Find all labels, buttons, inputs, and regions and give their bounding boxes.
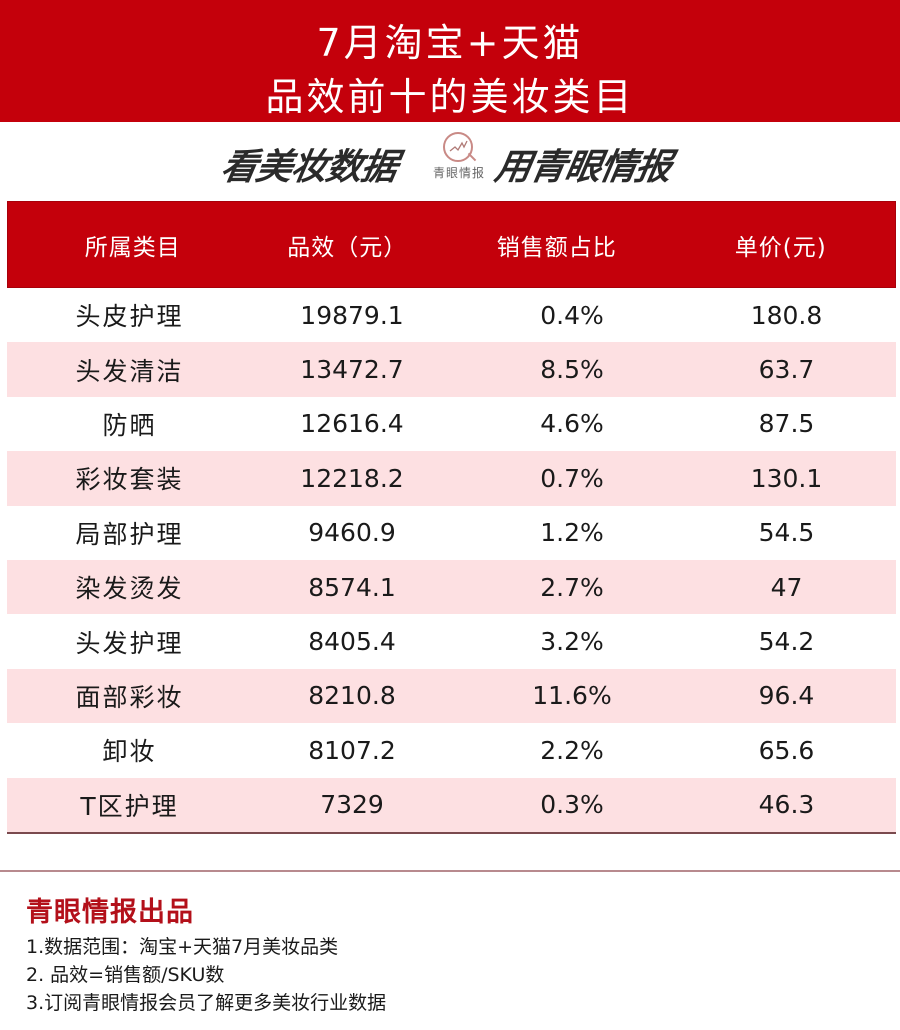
- magnifier-chart-icon: [443, 132, 473, 162]
- cell-share: 0.7%: [540, 463, 604, 493]
- title-banner: 7月淘宝+天猫 品效前十的美妆类目: [0, 0, 900, 122]
- cell-category: 头发清洁: [75, 356, 184, 386]
- cell-efficiency: 8107.2: [308, 735, 396, 765]
- cell-price: 87.5: [758, 409, 815, 439]
- logo-text: 青眼情报: [432, 166, 485, 180]
- cell-price: 46.3: [758, 790, 815, 820]
- cell-category: 防晒: [102, 410, 157, 440]
- cell-category: 面部彩妆: [75, 682, 184, 712]
- title-line-1: 7月淘宝+天猫: [316, 21, 584, 65]
- cell-share: 11.6%: [532, 681, 612, 711]
- tagline-left: 看美妆数据: [217, 147, 401, 188]
- cell-efficiency: 8574.1: [308, 572, 396, 602]
- cell-category: T区护理: [80, 791, 179, 821]
- table-row: 染发烫发 8574.1 2.7% 47: [7, 559, 896, 615]
- section-divider: [0, 870, 900, 872]
- cell-price: 63.7: [758, 355, 815, 385]
- cell-efficiency: 19879.1: [300, 300, 404, 330]
- cell-category: 染发烫发: [75, 574, 184, 604]
- tagline: 看美妆数据 青眼情报 用青眼情报: [0, 130, 900, 190]
- tagline-right: 用青眼情报: [491, 147, 675, 188]
- brand-logo: 青眼情报: [425, 130, 493, 185]
- table-row: 防晒 12616.4 4.6% 87.5: [7, 397, 896, 451]
- cell-efficiency: 12616.4: [300, 409, 404, 439]
- cell-share: 1.2%: [540, 518, 604, 548]
- cell-category: 头发护理: [75, 628, 184, 658]
- table-row: 局部护理 9460.9 1.2% 54.5: [7, 506, 896, 560]
- footer-notes: 青眼情报出品 1.数据范围：淘宝+天猫7月美妆品类 2. 品效=销售额/SKU数…: [26, 890, 386, 1017]
- footer-brand: 青眼情报出品: [26, 897, 194, 928]
- cell-price: 54.5: [758, 518, 815, 548]
- cell-price: 47: [770, 572, 803, 602]
- cell-efficiency: 8210.8: [308, 681, 396, 711]
- table-header: 所属类目 品效（元） 销售额占比 单价(元): [7, 201, 896, 288]
- cell-efficiency: 7329: [320, 790, 384, 820]
- footer-note: 1.数据范围：淘宝+天猫7月美妆品类: [26, 936, 339, 958]
- cell-category: 彩妆套装: [75, 465, 184, 495]
- table-row: 头皮护理 19879.1 0.4% 180.8: [7, 288, 896, 342]
- cell-price: 54.2: [758, 627, 815, 657]
- cell-share: 8.5%: [540, 355, 604, 385]
- trend-line-icon: [449, 140, 468, 152]
- footer-note: 2. 品效=销售额/SKU数: [26, 964, 225, 986]
- column-header-price: 单价(元): [734, 234, 827, 261]
- cell-efficiency: 9460.9: [308, 518, 396, 548]
- cell-share: 2.2%: [540, 735, 604, 765]
- table-bottom-rule: [7, 831, 896, 834]
- table-row: 头发清洁 13472.7 8.5% 63.7: [7, 342, 896, 397]
- cell-price: 130.1: [750, 463, 823, 493]
- table-row: 头发护理 8405.4 3.2% 54.2: [7, 614, 896, 668]
- table-row: 卸妆 8107.2 2.2% 65.6: [7, 723, 896, 777]
- cell-share: 3.2%: [540, 627, 604, 657]
- cell-share: 0.4%: [540, 300, 604, 330]
- category-table: 所属类目 品效（元） 销售额占比 单价(元) 头皮护理 19879.1 0.4%…: [7, 201, 896, 834]
- cell-price: 96.4: [758, 681, 815, 711]
- table-row: T区护理 7329 0.3% 46.3: [7, 777, 896, 832]
- cell-share: 2.7%: [540, 572, 604, 602]
- cell-category: 头皮护理: [75, 302, 184, 332]
- cell-efficiency: 12218.2: [300, 463, 404, 493]
- table-row: 面部彩妆 8210.8 11.6% 96.4: [7, 668, 896, 724]
- column-header-efficiency: 品效（元）: [287, 234, 408, 261]
- cell-efficiency: 13472.7: [300, 355, 404, 385]
- column-header-category: 所属类目: [84, 234, 181, 261]
- title-line-2: 品效前十的美妆类目: [265, 75, 635, 119]
- cell-share: 0.3%: [540, 790, 604, 820]
- table-row: 彩妆套装 12218.2 0.7% 130.1: [7, 451, 896, 506]
- cell-efficiency: 8405.4: [308, 627, 396, 657]
- footer-note: 3.订阅青眼情报会员了解更多美妆行业数据: [26, 992, 387, 1014]
- cell-category: 卸妆: [102, 737, 157, 767]
- column-header-share: 销售额占比: [496, 234, 617, 261]
- cell-price: 180.8: [750, 300, 823, 330]
- cell-share: 4.6%: [540, 409, 604, 439]
- cell-category: 局部护理: [75, 519, 184, 549]
- cell-price: 65.6: [758, 735, 815, 765]
